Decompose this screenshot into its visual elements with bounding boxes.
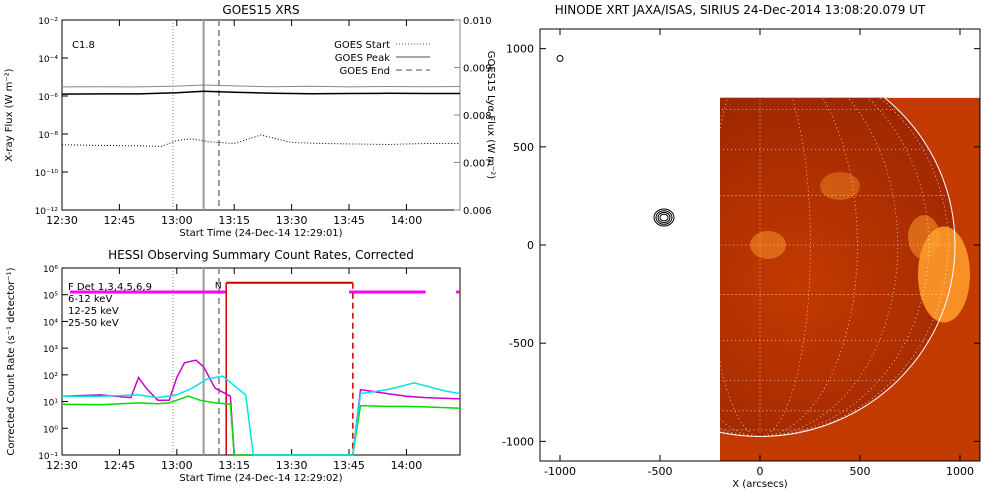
contour-ring: [657, 211, 671, 224]
goes-ylabel: X-ray Flux (W m⁻²): [4, 68, 15, 161]
hessi-y-tick-label: 10⁶: [43, 265, 58, 275]
xrt-title: HINODE XRT JAXA/ISAS, SIRIUS 24-Dec-2014…: [555, 3, 926, 17]
xrt-y-tick-label: -1000: [502, 435, 534, 448]
xrt-y-tick-label: 0: [527, 239, 534, 252]
hessi-x-tick-label: 13:00: [161, 459, 193, 472]
goes-frame: [61, 19, 461, 211]
hessi-y-tick-label: 10⁴: [43, 318, 58, 328]
hessi-y-tick-label: 10⁵: [43, 292, 58, 302]
goes-y-tick-label: 10⁻¹²: [35, 207, 59, 217]
goes-x-tick-label: 13:30: [276, 214, 308, 227]
hessi-x-tick-label: 12:45: [104, 459, 136, 472]
xrt-x-tick-label: 0: [757, 465, 764, 478]
hessi-title: HESSI Observing Summary Count Rates, Cor…: [108, 248, 414, 262]
goes-y2-tick-label: 0.008: [463, 111, 492, 122]
xrt-y-tick-label: 1000: [506, 43, 534, 56]
goes-x-tick-label: 12:30: [46, 214, 78, 227]
goes-x-tick-label: 12:45: [104, 214, 136, 227]
xrt-y-tick-label: -500: [509, 337, 534, 350]
hessi-series-line: [61, 395, 461, 456]
hessi-x-tick-label: 12:30: [46, 459, 78, 472]
solar-limb: [720, 97, 956, 437]
goes-y2-tick-label: 0.006: [463, 206, 492, 217]
goes-x-tick-label: 13:45: [333, 214, 365, 227]
goes-series-line: [61, 90, 460, 95]
xrt-xlabel: X (arcsecs): [732, 479, 788, 490]
hessi-x-tick-label: 13:45: [333, 459, 365, 472]
hessi-x-tick-label: 13:15: [218, 459, 250, 472]
grid-longitude: [759, 97, 899, 437]
goes-xlabel: Start Time (24-Dec-14 12:29:01): [179, 228, 342, 239]
goes-y2-tick-label: 0.009: [463, 64, 492, 75]
grid-longitude: [759, 97, 858, 437]
goes-x-tick-label: 14:00: [391, 214, 423, 227]
goes-legend-label: GOES Start: [334, 40, 390, 51]
goes-y-tick-label: 10⁻⁶: [38, 93, 58, 103]
goes-y2-tick-label: 0.007: [463, 159, 492, 170]
xrt-image: [720, 97, 980, 462]
night-flag-label: N: [215, 282, 222, 292]
hessi-y-tick-label: 10⁻¹: [38, 452, 58, 462]
hessi-y-tick-label: 10³: [43, 345, 58, 355]
contour-ring: [653, 208, 675, 227]
hessi-frame: [61, 267, 461, 456]
bright-patch: [750, 231, 786, 259]
goes-series-line: [61, 84, 461, 88]
goes-title: GOES15 XRS: [222, 3, 299, 17]
hessi-legend-label: 12-25 keV: [68, 306, 119, 317]
hessi-series-line: [61, 359, 461, 456]
hessi-legend-label: 6-12 keV: [68, 294, 112, 305]
hessi-y-tick-label: 10¹: [43, 399, 58, 409]
bright-patch: [820, 172, 860, 201]
goes-y2-tick-label: 0.010: [463, 16, 492, 27]
goes-annotation: C1.8: [72, 40, 95, 51]
xrt-y-tick-label: 500: [513, 141, 534, 154]
hessi-x-tick-label: 13:30: [276, 459, 308, 472]
xrt-x-tick-label: -1000: [544, 465, 576, 478]
hessi-legend-label: F Det 1,3,4,5,6,9: [68, 282, 152, 293]
hessi-series-line: [62, 375, 461, 456]
contour-ring: [659, 213, 669, 222]
goes-y-tick-label: 10⁻¹⁰: [35, 169, 59, 179]
hessi-x-tick-label: 14:00: [391, 459, 423, 472]
hessi-y-tick-label: 10⁰: [43, 425, 58, 435]
hessi-legend-label: 25-50 keV: [68, 318, 119, 329]
goes-legend-label: GOES Peak: [335, 53, 390, 64]
goes-x-tick-label: 13:15: [218, 214, 250, 227]
xrt-x-tick-label: 1000: [946, 465, 974, 478]
xrt-x-tick-label: -500: [648, 465, 673, 478]
hessi-xlabel: Start Time (24-Dec-14 12:29:02): [179, 473, 342, 484]
goes-series-line: [61, 134, 460, 147]
goes-y-tick-label: 10⁻⁴: [38, 55, 58, 65]
goes-ylabel-right: GOES15 Lyα Flux (W m⁻²): [485, 51, 496, 179]
goes-x-tick-label: 13:00: [161, 214, 193, 227]
contour-ring: [655, 210, 673, 225]
solar-disk: [720, 97, 955, 437]
small-marker: [556, 54, 564, 62]
goes-legend-label: GOES End: [340, 66, 390, 77]
goes-y-tick-label: 10⁻²: [38, 17, 58, 27]
bright-patch: [908, 215, 940, 260]
goes-y-tick-label: 10⁻⁸: [38, 131, 58, 141]
xrt-x-tick-label: 500: [850, 465, 871, 478]
hessi-ylabel: Corrected Count Rate (s⁻¹ detector⁻¹): [6, 267, 17, 455]
hessi-y-tick-label: 10²: [43, 372, 58, 382]
